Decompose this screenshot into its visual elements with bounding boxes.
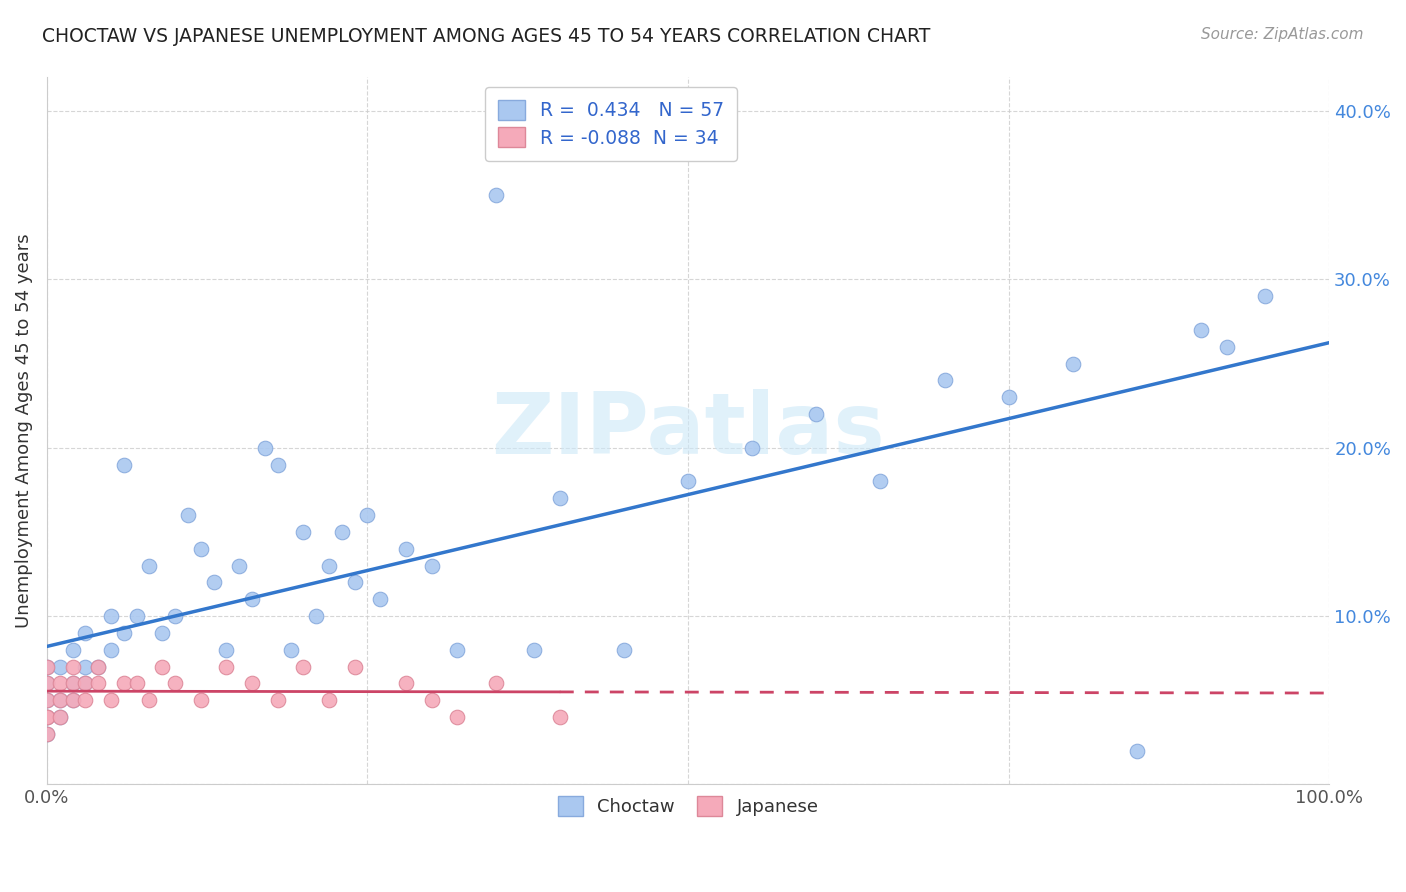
Point: [368, 592, 391, 607]
Point: [228, 558, 250, 573]
Point: [523, 642, 546, 657]
Point: [292, 659, 315, 673]
Point: [75, 693, 97, 707]
Point: [240, 592, 263, 607]
Point: [190, 693, 212, 707]
Point: [806, 407, 828, 421]
Point: [267, 458, 290, 472]
Point: [125, 676, 148, 690]
Point: [446, 710, 468, 724]
Point: [190, 541, 212, 556]
Point: [1254, 289, 1277, 303]
Point: [305, 609, 328, 624]
Point: [100, 642, 122, 657]
Point: [35, 710, 58, 724]
Point: [112, 676, 135, 690]
Point: [125, 609, 148, 624]
Point: [548, 710, 571, 724]
Point: [35, 693, 58, 707]
Point: [48, 693, 70, 707]
Point: [1126, 744, 1149, 758]
Point: [485, 188, 508, 202]
Point: [395, 541, 418, 556]
Point: [165, 676, 187, 690]
Point: [395, 676, 418, 690]
Text: ZIPatlas: ZIPatlas: [491, 390, 884, 473]
Point: [741, 441, 763, 455]
Point: [330, 524, 353, 539]
Point: [253, 441, 276, 455]
Point: [202, 575, 225, 590]
Point: [62, 642, 84, 657]
Point: [165, 609, 187, 624]
Point: [420, 693, 443, 707]
Point: [35, 710, 58, 724]
Point: [62, 693, 84, 707]
Point: [676, 475, 699, 489]
Point: [1062, 357, 1084, 371]
Point: [48, 693, 70, 707]
Point: [75, 659, 97, 673]
Point: [112, 458, 135, 472]
Point: [318, 558, 340, 573]
Point: [100, 693, 122, 707]
Point: [240, 676, 263, 690]
Point: [48, 710, 70, 724]
Point: [75, 676, 97, 690]
Point: [112, 626, 135, 640]
Point: [75, 676, 97, 690]
Point: [215, 642, 238, 657]
Point: [62, 659, 84, 673]
Point: [35, 710, 58, 724]
Point: [548, 491, 571, 506]
Point: [87, 676, 110, 690]
Point: [215, 659, 238, 673]
Legend: Choctaw, Japanese: Choctaw, Japanese: [548, 787, 828, 825]
Point: [318, 693, 340, 707]
Point: [446, 642, 468, 657]
Text: Source: ZipAtlas.com: Source: ZipAtlas.com: [1201, 27, 1364, 42]
Point: [35, 727, 58, 741]
Point: [1215, 340, 1237, 354]
Point: [35, 693, 58, 707]
Point: [87, 659, 110, 673]
Point: [177, 508, 200, 522]
Point: [62, 693, 84, 707]
Point: [138, 693, 160, 707]
Point: [485, 676, 508, 690]
Point: [420, 558, 443, 573]
Point: [292, 524, 315, 539]
Point: [1189, 323, 1212, 337]
Point: [75, 626, 97, 640]
Point: [87, 659, 110, 673]
Point: [869, 475, 891, 489]
Point: [343, 659, 366, 673]
Point: [62, 676, 84, 690]
Point: [343, 575, 366, 590]
Point: [62, 676, 84, 690]
Point: [35, 676, 58, 690]
Point: [35, 676, 58, 690]
Point: [48, 659, 70, 673]
Point: [100, 609, 122, 624]
Point: [280, 642, 302, 657]
Point: [150, 626, 173, 640]
Point: [150, 659, 173, 673]
Point: [934, 373, 956, 387]
Text: CHOCTAW VS JAPANESE UNEMPLOYMENT AMONG AGES 45 TO 54 YEARS CORRELATION CHART: CHOCTAW VS JAPANESE UNEMPLOYMENT AMONG A…: [42, 27, 931, 45]
Point: [35, 727, 58, 741]
Point: [613, 642, 636, 657]
Point: [48, 676, 70, 690]
Point: [356, 508, 378, 522]
Point: [48, 710, 70, 724]
Point: [35, 659, 58, 673]
Point: [138, 558, 160, 573]
Point: [997, 390, 1019, 404]
Point: [35, 659, 58, 673]
Point: [267, 693, 290, 707]
Y-axis label: Unemployment Among Ages 45 to 54 years: Unemployment Among Ages 45 to 54 years: [15, 234, 32, 628]
